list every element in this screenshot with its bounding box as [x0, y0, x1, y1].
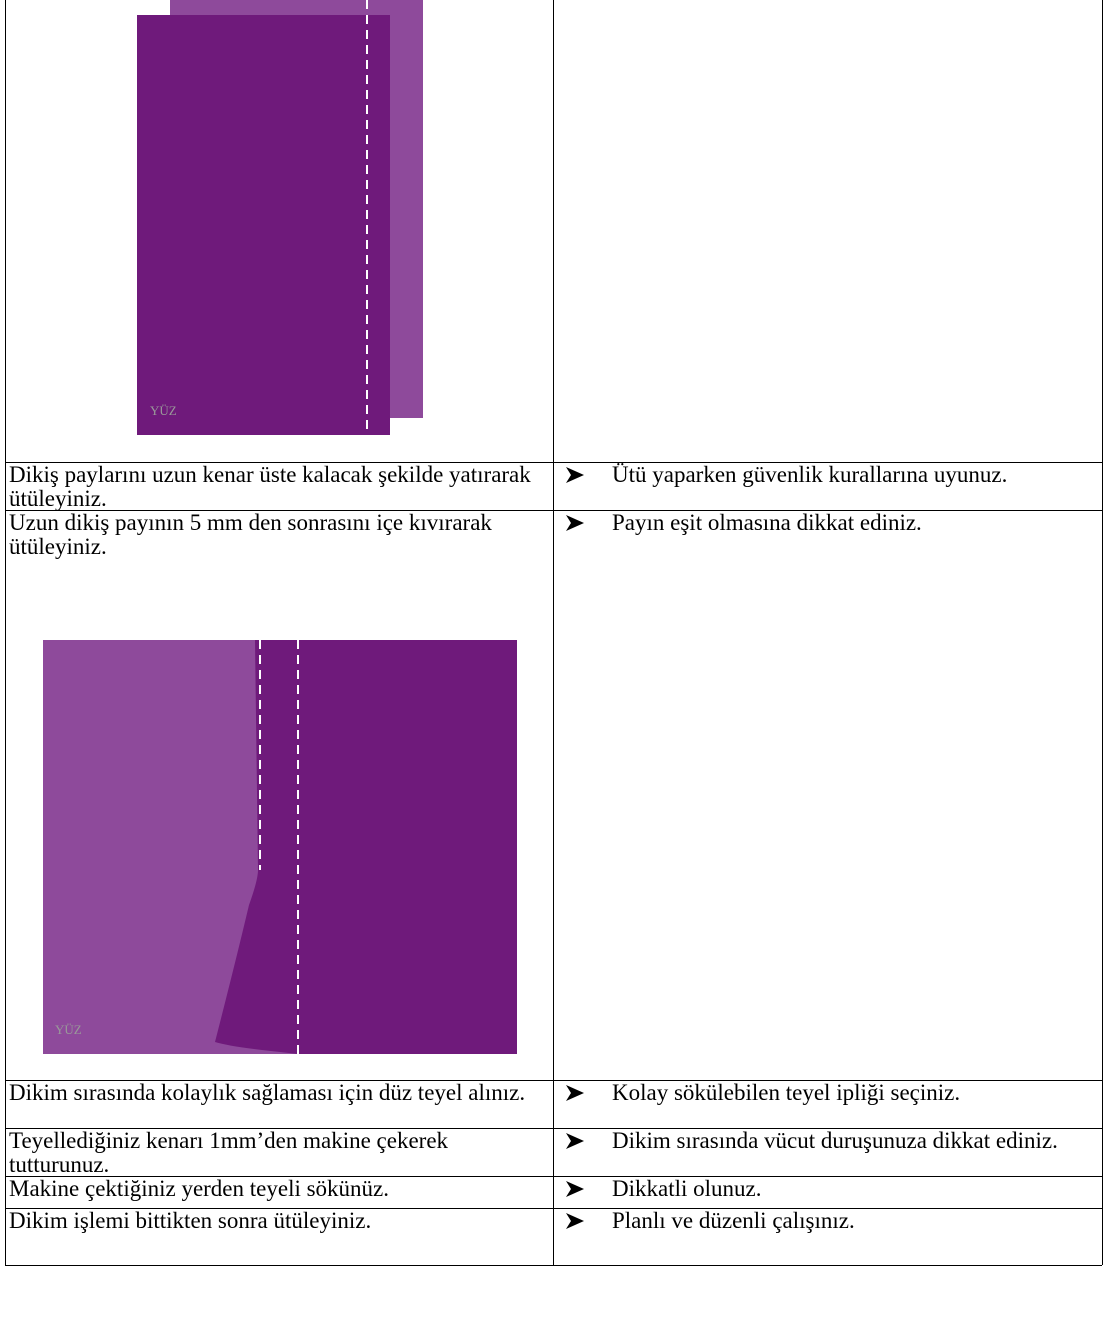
border: [1102, 0, 1103, 1265]
border: [553, 0, 554, 1265]
step-text: Uzun dikiş payının 5 mm den sonrasını iç…: [9, 510, 492, 559]
border: [5, 1176, 1102, 1177]
note-text: Dikim sırasında vücut duruşunuza dikkat …: [612, 1128, 1058, 1153]
bullet-arrow: [566, 1085, 584, 1101]
bullet-arrow: [566, 467, 584, 483]
bullet-arrow: [566, 1181, 584, 1197]
border: [5, 510, 1102, 511]
figure-1: YÜZ: [137, 0, 423, 435]
bullet-arrow: [566, 1133, 584, 1149]
border: [5, 1128, 1102, 1129]
figure-2: YÜZ: [43, 640, 517, 1054]
figure-label: YÜZ: [150, 403, 177, 418]
border: [5, 462, 1102, 463]
step-text: Dikim işlemi bittikten sonra ütüleyiniz.: [9, 1208, 372, 1233]
note-text: Planlı ve düzenli çalışınız.: [612, 1208, 855, 1233]
note-text: Kolay sökülebilen teyel ipliği seçiniz.: [612, 1080, 961, 1105]
border: [5, 0, 6, 1265]
step-text: Dikiş paylarını uzun kenar üste kalacak …: [9, 462, 531, 511]
step-text: Teyellediğiniz kenarı 1mm’den makine çek…: [9, 1128, 449, 1177]
note-text: Dikkatli olunuz.: [612, 1176, 762, 1201]
note-text: Ütü yaparken güvenlik kurallarına uyunuz…: [612, 462, 1008, 487]
step-text: Dikim sırasında kolaylık sağlaması için …: [9, 1080, 526, 1105]
bullet-arrow: [566, 1213, 584, 1229]
border: [5, 1208, 1102, 1209]
bullet-arrow: [566, 515, 584, 531]
border: [5, 1080, 1102, 1081]
step-text: Makine çektiğiniz yerden teyeli sökünüz.: [9, 1176, 390, 1201]
figure-label: YÜZ: [55, 1022, 82, 1037]
note-text: Payın eşit olmasına dikkat ediniz.: [612, 510, 922, 535]
border: [5, 1265, 1102, 1266]
